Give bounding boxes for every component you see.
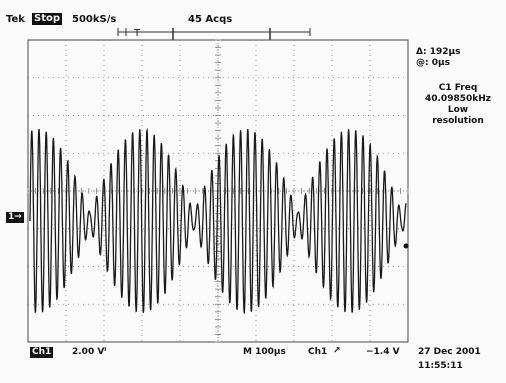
timebase: M 100µs [243,347,286,357]
measurement-value: 40.09850kHz [424,94,491,104]
date-label: 27 Dec 2001 [418,347,481,357]
measurement-note-line1: Low [447,105,469,115]
channel-badge: Ch1 [30,347,54,358]
sample-rate: 500kS/s [72,14,117,25]
cursor-at: @: 0µs [416,58,450,68]
volts-per-div: 2.00 Vˡ [72,347,107,357]
channel-ground-marker-icon: 1→ [6,212,24,223]
cursor-delta: Δ: 192µs [416,47,461,57]
trigger-level: −1.4 V [366,347,400,357]
measurement-note-line2: resolution [432,116,484,126]
trigger-slope-icon: ↗ [333,346,341,356]
measurement-label: C1 Freq [438,83,478,93]
trigger-source: Ch1 [308,347,328,357]
trace-end-dot [403,243,409,249]
trigger-position-icon: T [117,28,311,40]
waveform-trace [29,127,407,315]
acquisition-count: 45 Acqs [188,14,233,25]
run-state-badge: Stop [32,13,63,25]
brand-label: Tek [6,14,25,25]
svg-text:T: T [133,28,141,39]
time-label: 11:55:11 [418,361,463,371]
